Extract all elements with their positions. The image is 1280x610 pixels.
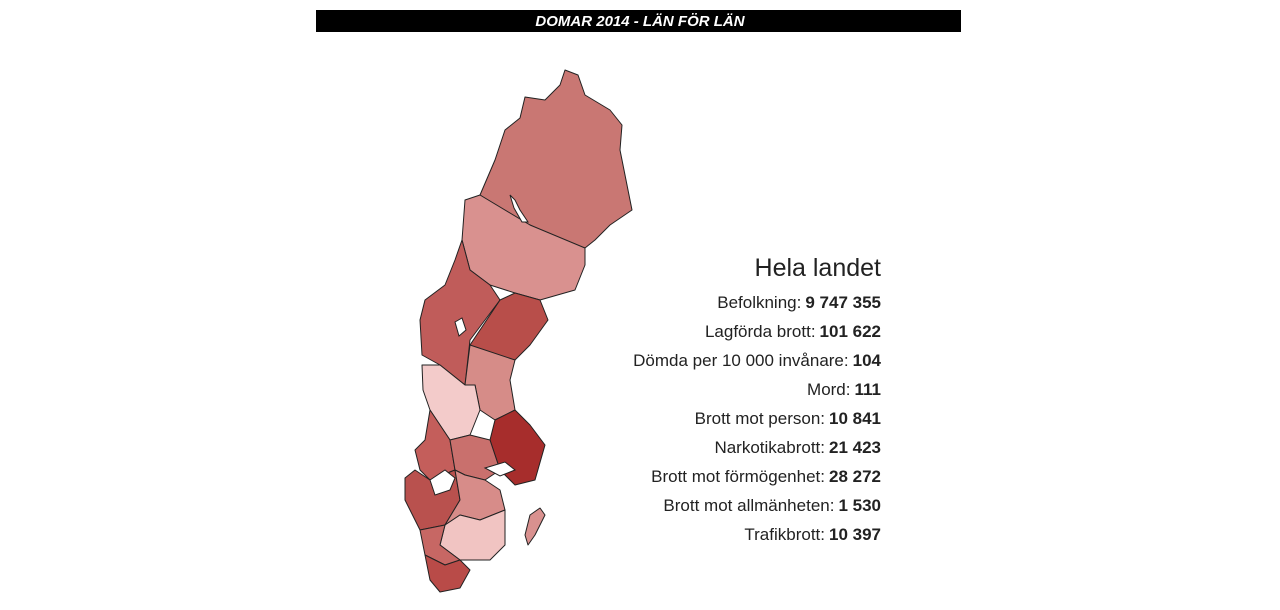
lake	[483, 461, 516, 477]
summary-row: Dömda per 10 000 invånare: 104	[633, 351, 881, 370]
row-label: Brott mot förmögenhet:	[651, 467, 825, 486]
region[interactable]	[424, 554, 471, 593]
row-value: 104	[853, 351, 882, 370]
row-label: Mord:	[807, 380, 850, 399]
title-bar	[316, 10, 961, 32]
row-label: Trafikbrott:	[744, 525, 825, 544]
summary-row: Brott mot allmänheten: 1 530	[663, 496, 881, 515]
row-value: 9 747 355	[805, 293, 881, 312]
region[interactable]	[421, 364, 481, 441]
summary-title: Hela landet	[755, 254, 882, 282]
lake	[429, 469, 456, 496]
summary-row: Brott mot person: 10 841	[695, 409, 881, 428]
row-value: 10 397	[829, 525, 881, 544]
row-label: Dömda per 10 000 invånare:	[633, 351, 848, 370]
summary-row: Brott mot förmögenhet: 28 272	[651, 467, 881, 486]
title: DOMAR 2014 - LÄN FÖR LÄN	[535, 13, 745, 30]
lake	[454, 317, 467, 337]
row-value: 21 423	[829, 438, 881, 457]
row-label: Brott mot person:	[695, 409, 825, 428]
map	[404, 69, 633, 593]
summary-row: Lagförda brott: 101 622	[705, 322, 881, 341]
row-value: 101 622	[820, 322, 881, 341]
row-label: Befolkning:	[717, 293, 801, 312]
row-value: 111	[855, 380, 882, 399]
row-label: Narkotikabrott:	[714, 438, 825, 457]
row-value: 28 272	[829, 467, 881, 486]
summary-row: Narkotikabrott: 21 423	[714, 438, 881, 457]
row-label: Lagförda brott:	[705, 322, 816, 341]
summary-row: Befolkning: 9 747 355	[717, 293, 881, 312]
region[interactable]	[524, 507, 546, 546]
row-label: Brott mot allmänheten:	[663, 496, 834, 515]
summary-rows: Befolkning: 9 747 355 Lagförda brott: 101 6…	[633, 293, 881, 544]
lake	[509, 194, 529, 223]
row-value: 1 530	[838, 496, 881, 515]
summary-row: Mord: 111	[807, 380, 881, 399]
summary-row: Trafikbrott: 10 397	[744, 525, 881, 544]
row-value: 10 841	[829, 409, 881, 428]
